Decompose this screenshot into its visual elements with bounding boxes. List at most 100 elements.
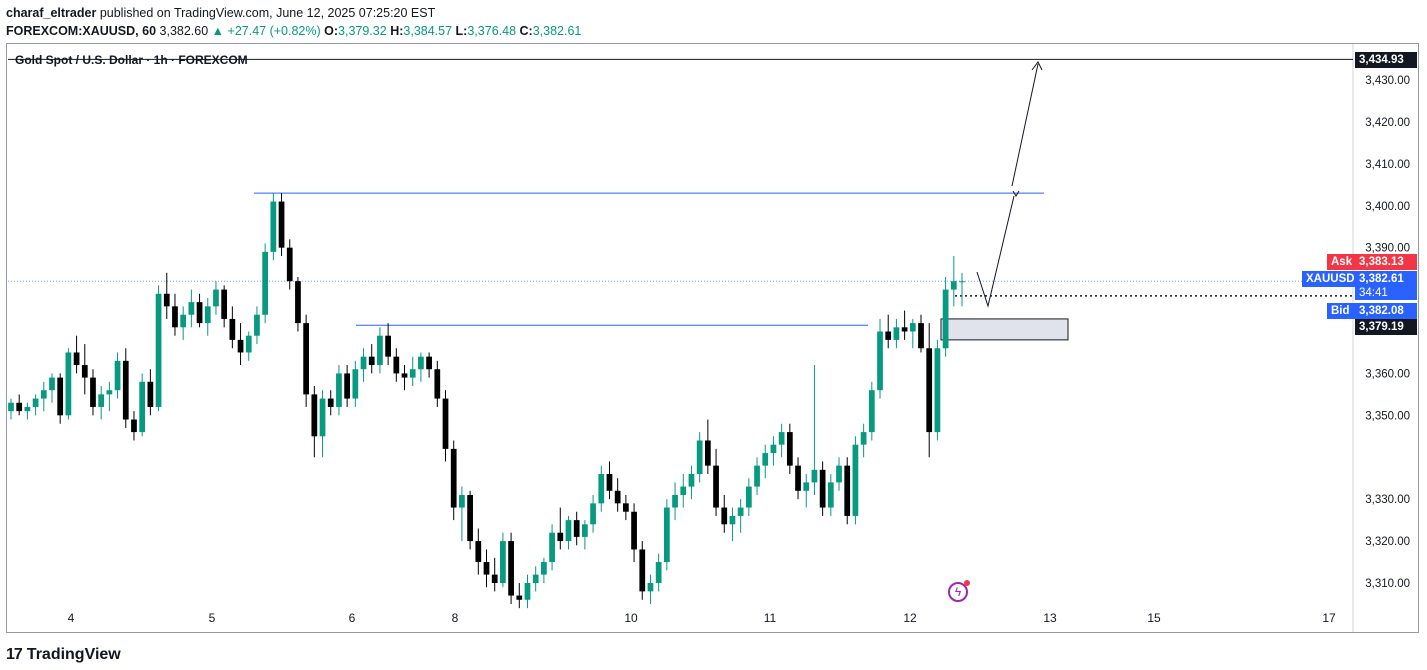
- candle-body: [590, 503, 596, 525]
- candle-body: [295, 281, 301, 324]
- candle-body: [582, 524, 588, 537]
- candle-body: [696, 440, 703, 475]
- candle-body: [139, 381, 146, 433]
- candle-body: [434, 369, 441, 399]
- brand-name: TradingView: [26, 646, 121, 663]
- candle-body: [344, 373, 350, 399]
- symbol-tag: XAUUSD: [1302, 271, 1355, 287]
- candle-body: [860, 432, 867, 445]
- candle-body: [81, 365, 88, 378]
- candle-body: [213, 289, 219, 307]
- open-value: 3,379.32: [338, 24, 387, 38]
- y-tick-label: 3,390.00: [1365, 243, 1410, 255]
- candle-body: [877, 331, 883, 391]
- candle-body: [762, 453, 769, 466]
- candle-body: [721, 507, 728, 525]
- candle-body: [385, 335, 391, 357]
- candle-body: [959, 281, 965, 283]
- candle-body: [401, 373, 408, 378]
- candle-body: [459, 494, 465, 508]
- candle-body: [901, 327, 908, 332]
- x-tick-label: 6: [349, 611, 356, 625]
- candle-body: [918, 323, 924, 349]
- candle-body: [319, 398, 326, 437]
- candle-body: [286, 247, 293, 282]
- candle-body: [16, 402, 23, 412]
- y-tick-label: 3,350.00: [1365, 410, 1410, 422]
- candle-body: [418, 356, 424, 370]
- candle-body: [631, 511, 637, 550]
- candle-body: [155, 293, 162, 407]
- symbol-info-line: FOREXCOM:XAUUSD, 60 3,382.60 ▲ +27.47 (+…: [6, 22, 581, 40]
- candle-body: [688, 474, 695, 487]
- candle-body: [188, 302, 195, 315]
- candle-body: [778, 432, 785, 445]
- candle-body: [57, 377, 64, 416]
- candle-body: [122, 360, 129, 420]
- projection-path-1: [976, 195, 1015, 308]
- candle-body: [532, 574, 539, 583]
- candle-body: [680, 486, 687, 495]
- bid-price-tag: 3,382.08: [1355, 303, 1417, 319]
- candle-body: [754, 465, 760, 487]
- chart-title: Gold Spot / U.S. Dollar · 1h · FOREXCOM: [15, 53, 248, 67]
- flash-alert-icon[interactable]: ϟ: [948, 580, 970, 602]
- candle-body: [713, 465, 719, 508]
- candle-body: [500, 541, 506, 583]
- x-tick-label: 12: [903, 611, 917, 625]
- high-label: H:: [390, 24, 404, 38]
- x-tick-label: 17: [1322, 611, 1336, 625]
- candle-body: [467, 494, 473, 542]
- y-tick-label: 3,330.00: [1365, 494, 1410, 506]
- candle-body: [393, 356, 400, 374]
- ask-price-tag: 3,383.13: [1355, 254, 1417, 270]
- candle-body: [811, 469, 818, 483]
- candle-body: [163, 293, 170, 307]
- candle-body: [73, 352, 80, 366]
- candle-body: [204, 306, 211, 324]
- candle-body: [180, 314, 187, 328]
- projection-arrowhead-2: [1031, 61, 1043, 71]
- candle-body: [663, 507, 670, 563]
- candle-body: [786, 432, 793, 466]
- x-tick-label: 11: [764, 611, 777, 625]
- candle-body: [368, 356, 375, 366]
- candle-body: [131, 419, 137, 433]
- candle-body: [254, 314, 260, 336]
- candle-body: [49, 377, 55, 391]
- candle-body: [24, 406, 31, 412]
- projection-arrowhead-1: [1012, 190, 1020, 197]
- candle-body: [237, 339, 244, 353]
- candle-body: [516, 595, 523, 600]
- x-tick-label: 8: [452, 611, 459, 625]
- y-tick-label: 3,400.00: [1365, 201, 1410, 213]
- candle-body: [360, 356, 367, 370]
- bid-label-tag: Bid: [1327, 303, 1355, 319]
- published-text: published on TradingView.com, June 12, 2…: [99, 6, 436, 20]
- low-value: 3,376.48: [467, 24, 517, 38]
- candle-body: [475, 541, 482, 563]
- y-tick-label: 3,420.00: [1365, 117, 1410, 129]
- candle-body: [327, 398, 334, 407]
- close-label: C:: [519, 24, 533, 38]
- author-name[interactable]: charaf_eltrader: [6, 6, 97, 20]
- x-tick-label: 10: [624, 611, 638, 625]
- footer-brand[interactable]: 17 TradingView: [6, 646, 121, 664]
- close-value: 3,382.61: [532, 24, 582, 38]
- candle-body: [836, 465, 842, 483]
- projection-path-2: [1011, 63, 1039, 187]
- candle-body: [885, 331, 892, 340]
- chart-frame[interactable]: [6, 43, 1419, 633]
- candle-body: [647, 583, 654, 592]
- tradingview-logo-icon: 17: [6, 646, 23, 663]
- candle-body: [573, 520, 580, 537]
- candle-body: [172, 306, 178, 328]
- candle-body: [819, 469, 826, 508]
- x-tick-label: 4: [68, 611, 75, 625]
- candle-body: [623, 503, 629, 512]
- candle-body: [336, 373, 342, 407]
- candle-body: [442, 398, 449, 449]
- candle-body: [278, 201, 285, 248]
- candle-body: [803, 482, 810, 491]
